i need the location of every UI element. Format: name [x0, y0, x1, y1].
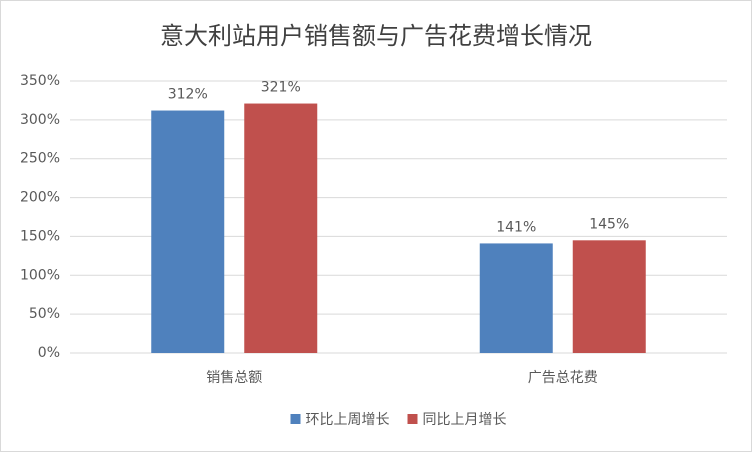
y-tick-label: 100% — [20, 267, 60, 283]
y-tick-label: 200% — [20, 190, 60, 206]
bar — [479, 243, 553, 353]
bar — [151, 110, 225, 353]
legend-swatch — [407, 414, 418, 424]
data-label: 141% — [496, 219, 536, 235]
data-label: 312% — [168, 87, 208, 103]
bar — [244, 103, 318, 353]
legend-label: 环比上周增长 — [306, 412, 390, 428]
y-tick-label: 150% — [20, 228, 60, 244]
legend-item: 环比上周增长 — [290, 412, 390, 428]
bar — [572, 240, 646, 353]
x-tick-label: 销售总额 — [206, 370, 262, 386]
x-tick-label: 广告总花费 — [528, 370, 598, 386]
y-tick-label: 250% — [20, 151, 60, 167]
legend-label: 同比上月增长 — [423, 412, 507, 428]
legend-item: 同比上月增长 — [407, 412, 507, 428]
data-label: 321% — [261, 80, 301, 96]
y-tick-label: 300% — [20, 112, 60, 128]
legend-swatch — [290, 414, 301, 424]
data-label: 145% — [589, 216, 629, 232]
chart-title: 意大利站用户销售额与广告花费增长情况 — [160, 22, 592, 50]
y-tick-label: 50% — [29, 306, 60, 322]
y-tick-label: 350% — [20, 73, 60, 89]
y-tick-label: 0% — [38, 345, 60, 361]
